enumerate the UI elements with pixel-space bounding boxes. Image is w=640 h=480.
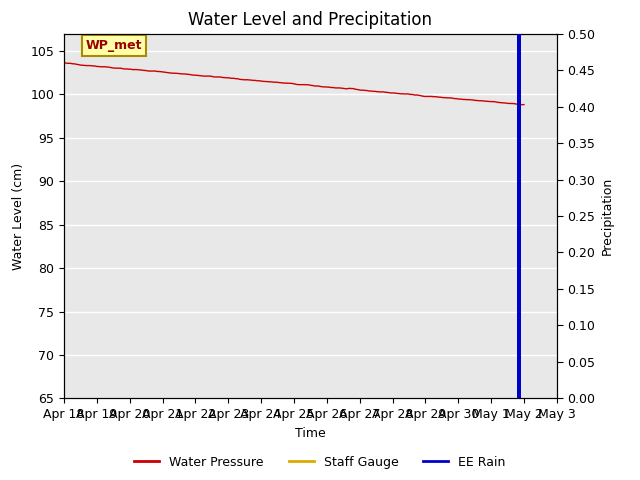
Text: WP_met: WP_met bbox=[85, 39, 142, 52]
Y-axis label: Water Level (cm): Water Level (cm) bbox=[12, 162, 25, 270]
X-axis label: Time: Time bbox=[295, 427, 326, 440]
Title: Water Level and Precipitation: Water Level and Precipitation bbox=[188, 11, 433, 29]
Y-axis label: Precipitation: Precipitation bbox=[601, 177, 614, 255]
Legend: Water Pressure, Staff Gauge, EE Rain: Water Pressure, Staff Gauge, EE Rain bbox=[129, 451, 511, 474]
Bar bbox=[517, 34, 521, 398]
